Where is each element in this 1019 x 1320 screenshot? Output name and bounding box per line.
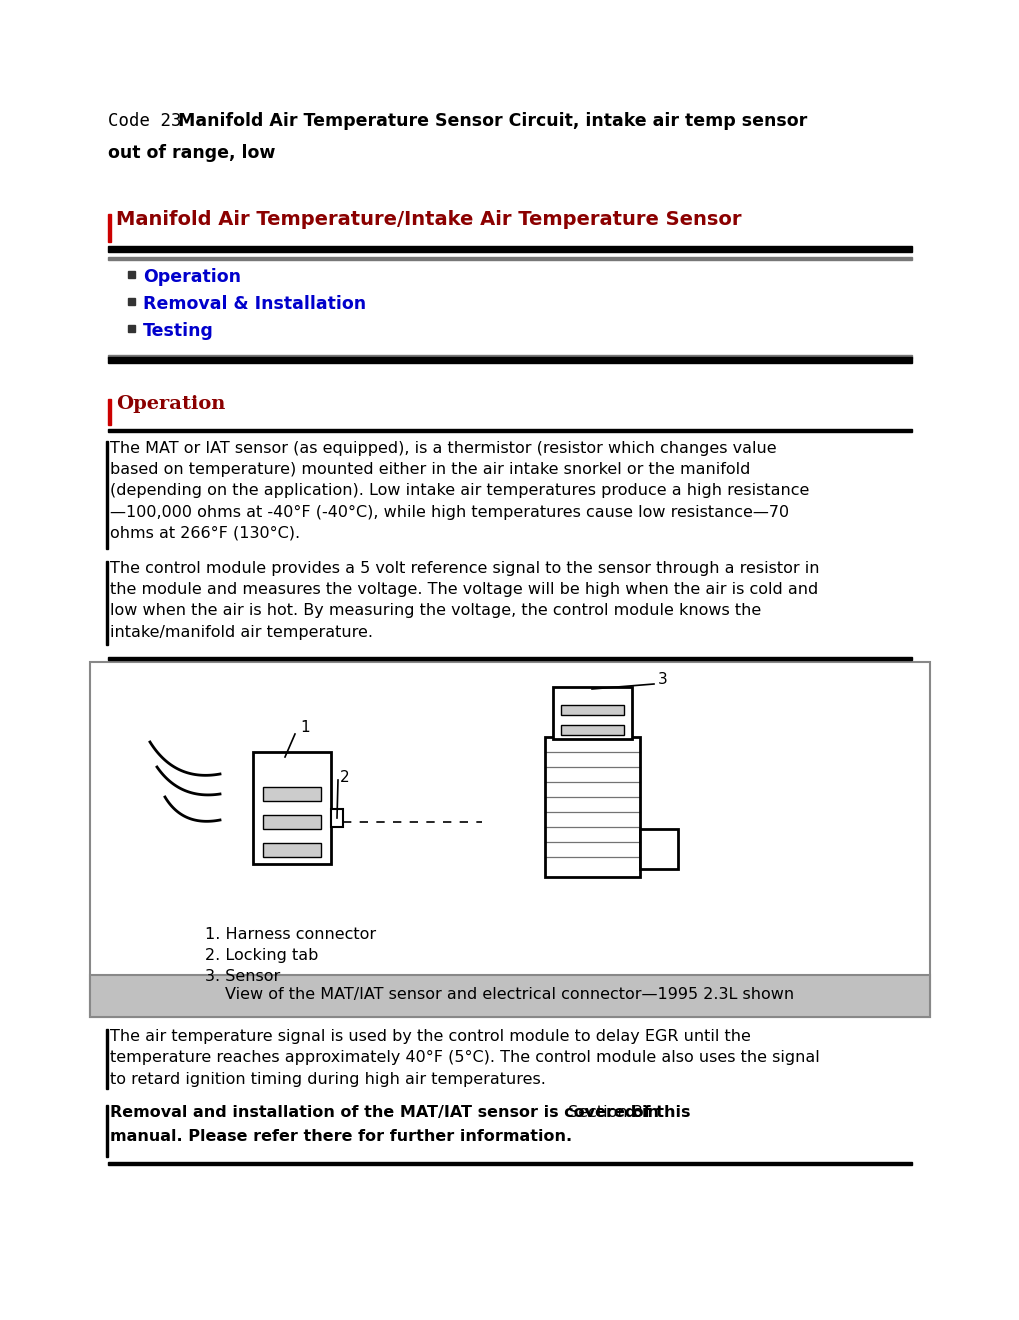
Bar [108,356,911,363]
Text: Manifold Air Temperature Sensor Circuit, intake air temp sensor: Manifold Air Temperature Sensor Circuit,… [178,112,806,129]
Text: 3. Sensor: 3. Sensor [205,969,280,983]
Bar [560,705,624,715]
Text: Code 23: Code 23 [108,112,192,129]
Text: of this: of this [627,1105,690,1119]
Bar [108,657,911,660]
Bar [108,429,911,432]
Bar [263,843,321,857]
Text: Manifold Air Temperature/Intake Air Temperature Sensor: Manifold Air Temperature/Intake Air Temp… [116,210,741,228]
Text: manual. Please refer there for further information.: manual. Please refer there for further i… [110,1129,572,1144]
Text: Section 3: Section 3 [562,1105,642,1119]
Text: 2: 2 [339,770,350,785]
Text: The air temperature signal is used by the control module to delay EGR until the
: The air temperature signal is used by th… [110,1030,819,1086]
Text: 1: 1 [300,719,310,735]
Bar [106,561,108,645]
Text: Testing: Testing [143,322,214,341]
Text: Removal & Installation: Removal & Installation [143,294,366,313]
Text: out of range, low: out of range, low [108,144,275,162]
Bar [552,686,632,739]
Bar [108,1162,911,1166]
Text: Operation: Operation [143,268,240,286]
Bar [108,399,111,425]
Text: The control module provides a 5 volt reference signal to the sensor through a re: The control module provides a 5 volt ref… [110,561,818,640]
Bar [108,257,911,260]
Bar [253,752,331,865]
Bar [639,829,678,869]
Bar [127,271,135,279]
Bar [106,441,108,549]
Bar [127,325,135,333]
Bar [108,355,911,358]
Bar [106,1030,108,1089]
Bar [544,737,639,876]
Text: 3: 3 [657,672,667,686]
Bar [106,1105,108,1158]
Bar [560,725,624,735]
Bar [263,814,321,829]
Text: View of the MAT/IAT sensor and electrical connector—1995 2.3L shown: View of the MAT/IAT sensor and electrica… [225,986,794,1002]
Bar [90,663,929,1016]
Text: Removal and installation of the MAT/IAT sensor is covered in: Removal and installation of the MAT/IAT … [110,1105,658,1119]
Bar [108,246,911,252]
Bar [263,787,321,801]
Bar [331,809,342,828]
Text: 2. Locking tab: 2. Locking tab [205,948,318,964]
Text: 1. Harness connector: 1. Harness connector [205,927,376,942]
Text: Operation: Operation [116,395,225,413]
Bar [108,214,111,242]
Bar [127,298,135,305]
Text: The MAT or IAT sensor (as equipped), is a thermistor (resistor which changes val: The MAT or IAT sensor (as equipped), is … [110,441,809,541]
Bar [90,975,929,1016]
